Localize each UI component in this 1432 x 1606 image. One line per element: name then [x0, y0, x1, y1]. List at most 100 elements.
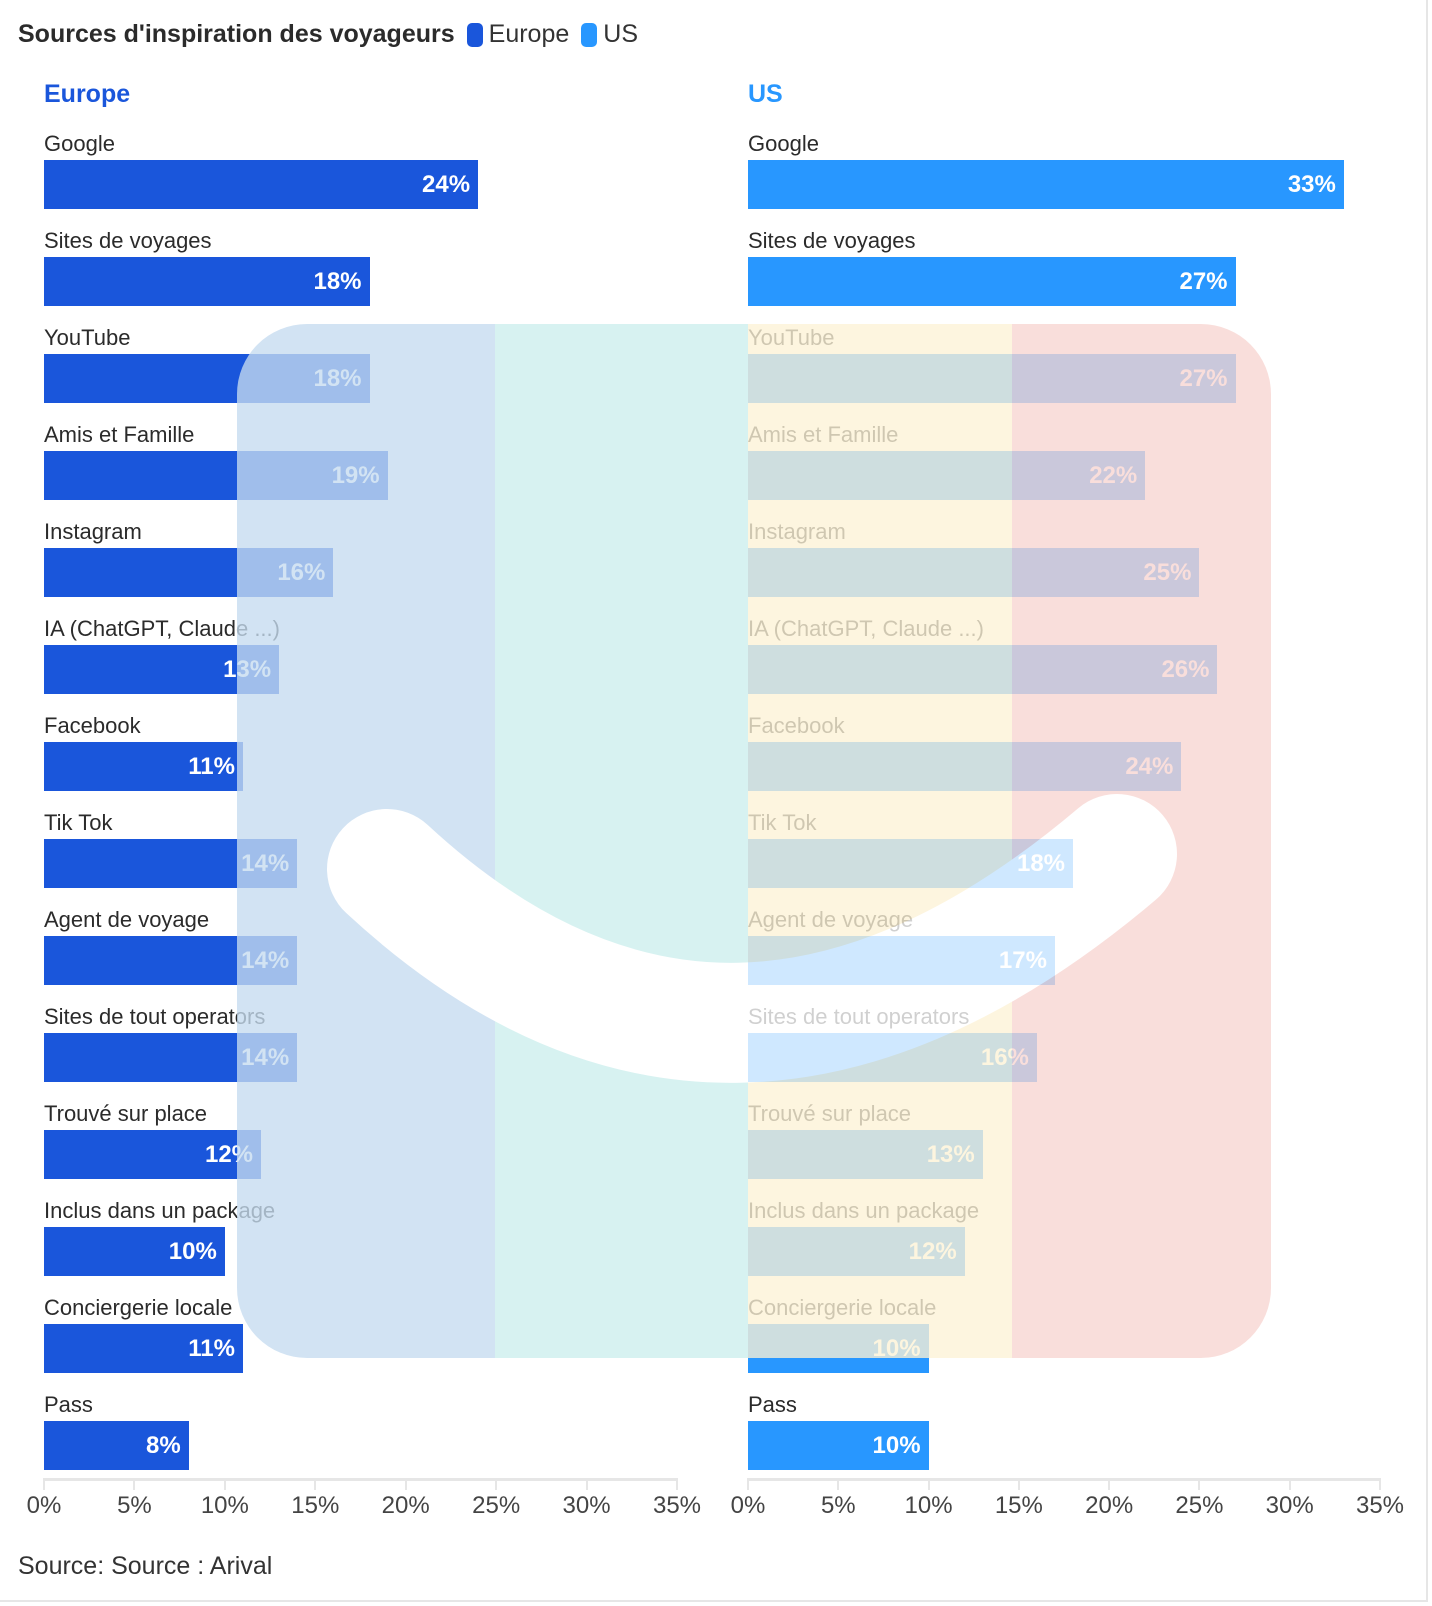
category-label-europe: Instagram — [44, 519, 142, 544]
bar-us[interactable]: 24% — [748, 742, 1182, 791]
category-label-europe: Facebook — [44, 713, 141, 738]
x-tick-label-us: 10% — [904, 1492, 953, 1519]
data-label-europe: 14% — [241, 850, 290, 877]
bar-europe[interactable]: 24% — [44, 160, 479, 209]
panel-title-us: US — [748, 80, 783, 108]
data-label-europe: 11% — [188, 753, 235, 780]
x-tick-us — [1198, 1478, 1201, 1490]
bar-europe[interactable]: 14% — [44, 936, 298, 985]
bar-europe[interactable]: 11% — [44, 742, 243, 791]
data-label-us: 27% — [1179, 268, 1228, 295]
data-label-us: 25% — [1143, 559, 1192, 586]
x-tick-label-europe: 30% — [562, 1492, 611, 1519]
bar-us[interactable]: 17% — [748, 936, 1055, 985]
x-tick-label-europe: 25% — [472, 1492, 521, 1519]
category-label-europe: Agent de voyage — [44, 907, 210, 932]
data-label-us: 13% — [926, 1141, 975, 1168]
x-tick-us — [747, 1478, 749, 1490]
bar-us[interactable]: 25% — [748, 548, 1200, 597]
x-tick-europe — [43, 1478, 45, 1490]
bar-europe[interactable]: 8% — [44, 1421, 189, 1470]
bar-europe[interactable]: 11% — [44, 1324, 243, 1373]
x-tick-label-us: 25% — [1175, 1492, 1224, 1519]
x-axis-line-europe — [44, 1478, 677, 1481]
legend-item-europe[interactable]: Europe — [466, 20, 569, 49]
x-tick-label-europe: 5% — [117, 1492, 152, 1519]
category-label-us: Sites de tout operators — [748, 1004, 970, 1029]
bar-us[interactable]: 10% — [748, 1421, 929, 1470]
bar-us[interactable]: 33% — [748, 160, 1344, 209]
bar-us[interactable]: 10% — [748, 1324, 929, 1373]
bar-europe[interactable]: 16% — [44, 548, 334, 597]
data-label-europe: 24% — [422, 171, 471, 198]
x-tick-label-us: 35% — [1355, 1492, 1405, 1519]
data-label-us: 17% — [998, 947, 1047, 974]
category-label-us: YouTube — [748, 325, 835, 350]
bar-us[interactable]: 22% — [748, 451, 1146, 500]
bar-europe[interactable]: 18% — [44, 257, 370, 306]
data-label-us: 22% — [1089, 462, 1138, 489]
category-label-us: Inclus dans un package — [748, 1198, 980, 1223]
data-label-europe: 13% — [223, 656, 272, 683]
x-tick-label-us: 0% — [730, 1492, 766, 1519]
category-label-europe: Conciergerie locale — [44, 1295, 233, 1320]
legend-swatch-us — [581, 22, 598, 47]
category-label-europe: Sites de voyages — [44, 228, 212, 253]
x-tick-us — [1288, 1478, 1291, 1490]
x-tick-us — [837, 1478, 840, 1490]
data-label-europe: 12% — [204, 1141, 254, 1168]
data-label-europe: 18% — [313, 365, 362, 392]
category-label-us: IA (ChatGPT, Claude ...) — [748, 616, 984, 641]
x-tick-europe — [676, 1478, 678, 1490]
legend-item-us[interactable]: US — [581, 20, 638, 49]
x-tick-label-europe: 0% — [26, 1492, 62, 1519]
data-label-europe: 10% — [168, 1238, 217, 1265]
x-tick-us — [927, 1478, 930, 1490]
category-label-us: Sites de voyages — [748, 228, 916, 253]
bar-europe[interactable]: 19% — [44, 451, 388, 500]
data-label-us: 33% — [1287, 171, 1336, 198]
data-label-europe: 14% — [241, 947, 290, 974]
data-label-us: 27% — [1179, 365, 1228, 392]
bar-us[interactable]: 16% — [748, 1033, 1037, 1082]
data-label-europe: 19% — [331, 462, 380, 489]
legend-swatch-europe — [466, 22, 483, 47]
category-label-europe: Google — [44, 131, 115, 156]
data-label-europe: 11% — [188, 1335, 235, 1362]
data-label-us: 10% — [872, 1335, 921, 1362]
data-label-europe: 18% — [313, 268, 362, 295]
bar-europe[interactable]: 13% — [44, 645, 280, 694]
category-label-us: Agent de voyage — [748, 907, 914, 932]
x-tick-europe — [133, 1478, 136, 1490]
x-tick-us — [1379, 1478, 1381, 1490]
panel-title-europe: Europe — [44, 80, 131, 108]
chart-title: Sources d'inspiration des voyageurs — [18, 20, 455, 48]
chart-header: Sources d'inspiration des voyageurs Euro… — [18, 20, 650, 49]
x-tick-label-us: 20% — [1085, 1492, 1134, 1519]
bar-us[interactable]: 12% — [748, 1227, 965, 1276]
category-label-europe: Inclus dans un package — [44, 1198, 276, 1223]
bar-europe[interactable]: 10% — [44, 1227, 225, 1276]
x-tick-us — [1108, 1478, 1111, 1490]
category-label-europe: Pass — [44, 1392, 93, 1417]
data-label-europe: 8% — [145, 1432, 181, 1459]
bar-us[interactable]: 13% — [748, 1130, 983, 1179]
bar-us[interactable]: 27% — [748, 257, 1236, 306]
x-tick-label-europe: 20% — [381, 1492, 430, 1519]
category-label-us: Facebook — [748, 713, 845, 738]
x-axis-line-us — [748, 1478, 1380, 1481]
bar-europe[interactable]: 12% — [44, 1130, 262, 1179]
category-label-us: Tik Tok — [748, 810, 817, 835]
category-label-us: Instagram — [748, 519, 846, 544]
x-tick-label-europe: 10% — [200, 1492, 249, 1519]
bar-us[interactable]: 18% — [748, 839, 1074, 888]
bar-europe[interactable]: 14% — [44, 839, 298, 888]
data-label-us: 24% — [1125, 753, 1174, 780]
bar-us[interactable]: 26% — [748, 645, 1218, 694]
x-tick-label-us: 15% — [994, 1492, 1043, 1519]
x-tick-europe — [314, 1478, 317, 1490]
bar-europe[interactable]: 14% — [44, 1033, 298, 1082]
bar-us[interactable]: 27% — [748, 354, 1236, 403]
bar-europe[interactable]: 18% — [44, 354, 370, 403]
